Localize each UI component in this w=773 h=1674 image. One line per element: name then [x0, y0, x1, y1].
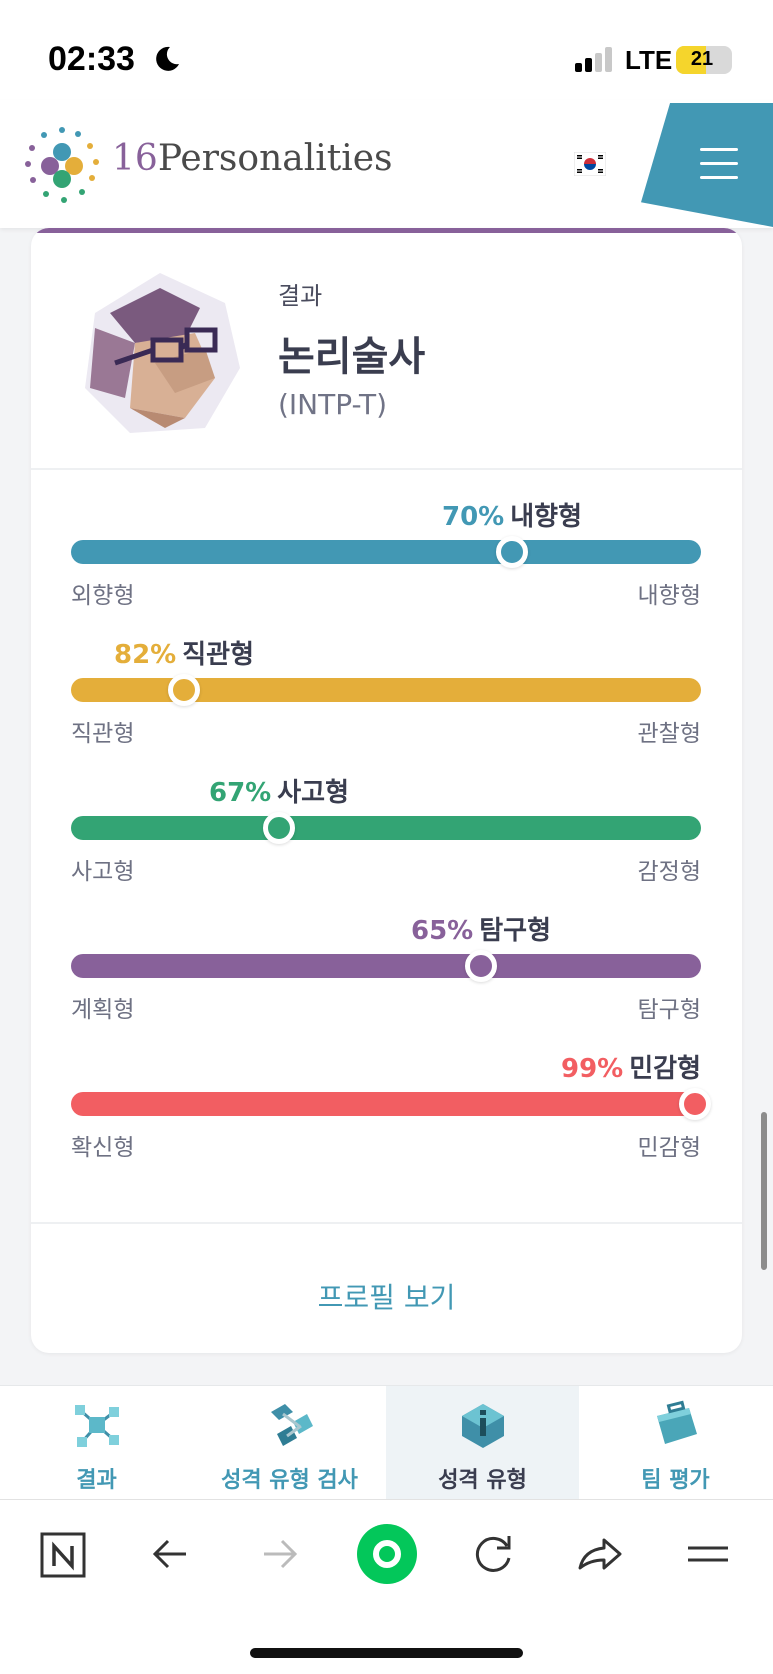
naver-n-icon[interactable] — [34, 1524, 94, 1584]
result-card: 결과 논리술사 (INTP-T) 70% 내향형 외향형 내향형 82% 직관형 직관형 관찰… — [31, 228, 742, 1353]
trait-bar — [71, 1092, 701, 1116]
browser-toolbar — [0, 1499, 773, 1674]
trait-knob — [465, 950, 497, 982]
trait-dominant: 사고형 — [277, 778, 349, 808]
home-indicator[interactable] — [250, 1648, 523, 1658]
trait-percent: 67% — [209, 778, 272, 808]
trait-row: 65% 탐구형 계획형 탐구형 — [71, 910, 701, 1040]
status-time: 02:33 — [48, 40, 135, 78]
trait-percent: 65% — [411, 916, 474, 946]
results-molecule-icon — [75, 1405, 119, 1447]
type-code: (INTP-T) — [278, 388, 388, 421]
result-label: 결과 — [278, 282, 323, 310]
nav-label: 성격 유형 — [438, 1468, 527, 1493]
logo-icon[interactable] — [20, 122, 104, 206]
reload-icon[interactable] — [463, 1524, 523, 1584]
trait-dominant: 내향형 — [510, 502, 582, 532]
trait-heading: 82% 직관형 — [114, 634, 254, 671]
trait-knob — [168, 674, 200, 706]
trait-heading: 67% 사고형 — [209, 772, 349, 809]
trait-bar — [71, 678, 701, 702]
trait-right-label: 탐구형 — [637, 997, 701, 1023]
view-profile-link[interactable]: 프로필 보기 — [317, 1281, 456, 1314]
trait-right-label: 내향형 — [637, 583, 701, 609]
trait-knob — [263, 812, 295, 844]
trait-bar — [71, 954, 701, 978]
trait-row: 82% 직관형 직관형 관찰형 — [71, 634, 701, 764]
trait-left-label: 사고형 — [71, 859, 135, 885]
trait-left-label: 외향형 — [71, 583, 135, 609]
card-accent-line — [35, 228, 738, 233]
types-info-icon — [462, 1404, 504, 1448]
forward-arrow-icon[interactable] — [250, 1524, 310, 1584]
trait-dominant: 민감형 — [629, 1054, 701, 1084]
trait-dominant: 탐구형 — [479, 916, 551, 946]
trait-percent: 82% — [114, 640, 177, 670]
logo-text[interactable]: 16Personalities — [112, 138, 393, 179]
divider — [31, 1222, 742, 1224]
trait-dominant: 직관형 — [182, 640, 254, 670]
nav-label: 결과 — [76, 1468, 117, 1493]
trait-bar — [71, 540, 701, 564]
test-cube-icon — [271, 1404, 313, 1446]
menu-lines-icon[interactable] — [678, 1524, 738, 1584]
battery-icon: 21 — [676, 46, 732, 74]
type-name: 논리술사 — [278, 334, 426, 380]
trait-right-label: 관찰형 — [637, 721, 701, 747]
trait-right-label: 민감형 — [637, 1135, 701, 1161]
intp-avatar-icon — [85, 273, 240, 433]
divider — [31, 468, 742, 470]
trait-row: 99% 민감형 확신형 민감형 — [71, 1048, 711, 1178]
trait-bar — [71, 816, 701, 840]
team-briefcase-icon — [657, 1400, 697, 1444]
back-arrow-icon[interactable] — [142, 1524, 202, 1584]
nav-item-results[interactable]: 결과 — [0, 1386, 193, 1500]
home-green-icon[interactable] — [355, 1522, 419, 1586]
signal-icon — [575, 46, 615, 72]
hamburger-menu-icon[interactable] — [700, 148, 738, 180]
nav-label: 성격 유형 검사 — [221, 1468, 358, 1493]
moon-icon — [156, 46, 179, 71]
nav-item-test[interactable]: 성격 유형 검사 — [193, 1386, 386, 1500]
trait-heading: 70% 내향형 — [442, 496, 582, 533]
korea-flag-icon[interactable] — [574, 152, 606, 176]
trait-row: 67% 사고형 사고형 감정형 — [71, 772, 701, 902]
trait-left-label: 직관형 — [71, 721, 135, 747]
trait-percent: 70% — [442, 502, 505, 532]
battery-level: 21 — [690, 48, 714, 70]
trait-right-label: 감정형 — [637, 859, 701, 885]
scrollbar[interactable] — [761, 1112, 767, 1270]
nav-label: 팀 평가 — [641, 1468, 710, 1493]
trait-left-label: 계획형 — [71, 997, 135, 1023]
nav-item-types[interactable]: 성격 유형 — [386, 1386, 579, 1500]
trait-knob — [679, 1088, 711, 1120]
trait-left-label: 확신형 — [71, 1135, 135, 1161]
nav-item-team[interactable]: 팀 평가 — [579, 1386, 772, 1500]
network-label: LTE — [625, 45, 673, 75]
status-bar: 02:33 LTE 21 — [0, 0, 773, 112]
bottom-nav: 결과 성격 유형 검사 성격 유형 팀 평가 — [0, 1385, 773, 1500]
site-header: 16Personalities — [0, 100, 773, 228]
trait-row: 70% 내향형 외향형 내향형 — [71, 496, 701, 626]
trait-knob — [496, 536, 528, 568]
trait-heading: 65% 탐구형 — [411, 910, 551, 947]
trait-heading: 99% 민감형 — [561, 1048, 701, 1085]
share-icon[interactable] — [570, 1524, 630, 1584]
trait-percent: 99% — [561, 1054, 624, 1084]
